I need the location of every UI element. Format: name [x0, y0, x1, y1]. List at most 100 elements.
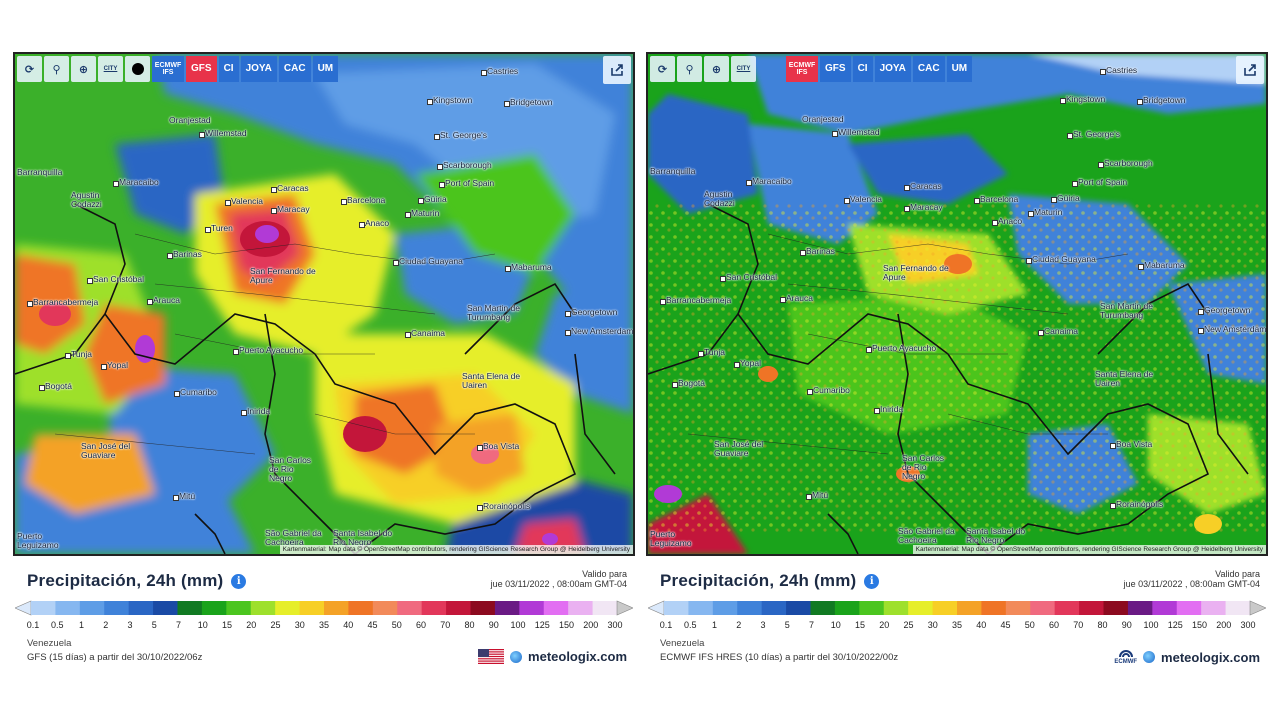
- city-label[interactable]: Mitú: [172, 491, 196, 501]
- city-label[interactable]: Mitú: [805, 490, 829, 500]
- precipitation-map-ecmwf[interactable]: ⟳ ⚲ ⊕ CITY ECMWF IFS GFS CI JOYA CAC UM …: [646, 52, 1268, 556]
- city-label[interactable]: Ciudad Guayana: [393, 256, 463, 266]
- model-ci[interactable]: CI: [218, 56, 239, 82]
- city-label[interactable]: San Cristóbal: [719, 272, 778, 282]
- city-label[interactable]: Cumaribo: [174, 387, 217, 397]
- model-ecmwf-ifs[interactable]: ECMWF IFS: [152, 56, 184, 82]
- refresh-icon[interactable]: ⟳: [17, 56, 42, 82]
- info-icon[interactable]: i: [231, 573, 247, 589]
- city-label[interactable]: Anaco: [358, 218, 390, 228]
- model-joya[interactable]: JOYA: [874, 56, 911, 82]
- map-attribution[interactable]: Kartenmaterial: Map data © OpenStreetMap…: [279, 545, 633, 554]
- city-label[interactable]: Ciudad Guayana: [1026, 254, 1096, 264]
- precipitation-map-gfs[interactable]: ⟳ ⚲ ⊕ CITY ECMWF IFS GFS CI JOYA CAC UM …: [13, 52, 635, 556]
- city-label[interactable]: Caracas: [271, 183, 309, 193]
- city-label[interactable]: New Amsterdam: [1197, 324, 1267, 334]
- share-icon[interactable]: [1236, 56, 1264, 84]
- city-label[interactable]: Port of Spain: [1071, 177, 1128, 187]
- city-toggle[interactable]: CITY: [98, 56, 123, 82]
- city-label[interactable]: Barranquilla: [17, 167, 63, 177]
- city-label[interactable]: Castries: [1099, 65, 1138, 75]
- city-label[interactable]: Agustin Codazzi: [704, 189, 735, 208]
- city-label[interactable]: Barcelona: [973, 194, 1019, 204]
- city-label[interactable]: Maturin: [404, 208, 440, 218]
- city-label[interactable]: Kingstown: [426, 95, 473, 105]
- city-label[interactable]: San Martin de Turumbang: [467, 303, 520, 322]
- city-label[interactable]: Oranjestad: [169, 115, 211, 125]
- city-label[interactable]: Rorainópolis: [1109, 499, 1164, 509]
- city-label[interactable]: Inirida: [240, 406, 271, 416]
- city-label[interactable]: Turen: [205, 223, 233, 233]
- city-label[interactable]: Scarborough: [1098, 158, 1153, 168]
- city-label[interactable]: Cumaribo: [807, 385, 850, 395]
- city-label[interactable]: Arauca: [147, 295, 180, 305]
- info-icon[interactable]: i: [864, 573, 880, 589]
- city-toggle[interactable]: CITY: [731, 56, 756, 82]
- city-label[interactable]: Georgetown: [564, 307, 618, 317]
- city-label[interactable]: San Carlos de Rio Negro: [269, 455, 312, 483]
- zoom-icon[interactable]: ⊕: [71, 56, 96, 82]
- city-label[interactable]: Willemstad: [832, 127, 880, 137]
- city-label[interactable]: Maracay: [904, 202, 943, 212]
- city-label[interactable]: Tunja: [65, 349, 92, 359]
- city-label[interactable]: Maturin: [1027, 207, 1063, 217]
- model-joya[interactable]: JOYA: [240, 56, 277, 82]
- city-label[interactable]: Georgetown: [1197, 305, 1251, 315]
- location-pin-icon[interactable]: ⚲: [44, 56, 69, 82]
- model-ecmwf-ifs[interactable]: ECMWF IFS: [786, 56, 818, 82]
- city-label[interactable]: Puerto Leguizamo: [650, 529, 692, 548]
- city-label[interactable]: Canaima: [1037, 326, 1079, 336]
- city-label[interactable]: Tunja: [698, 347, 725, 357]
- city-label[interactable]: Bogotá: [672, 378, 705, 388]
- city-label[interactable]: Willemstad: [199, 128, 247, 138]
- city-label[interactable]: Güiria: [418, 194, 447, 204]
- city-label[interactable]: Santa Isabel do Rio Negro: [966, 526, 1026, 545]
- city-label[interactable]: San Carlos de Rio Negro: [902, 453, 945, 481]
- city-label[interactable]: Puerto Ayacucho: [232, 345, 304, 355]
- city-label[interactable]: Santa Elena de Uairen: [1095, 369, 1154, 388]
- city-label[interactable]: Santa Elena de Uairen: [462, 371, 521, 390]
- city-label[interactable]: Barinas: [800, 246, 835, 256]
- city-label[interactable]: Puerto Ayacucho: [865, 343, 937, 353]
- city-label[interactable]: San José del Guaviare: [81, 441, 131, 460]
- city-label[interactable]: St. George's: [434, 130, 487, 140]
- city-label[interactable]: Valencia: [225, 196, 263, 206]
- city-label[interactable]: New Amsterdam: [564, 326, 634, 336]
- city-label[interactable]: Port of Spain: [438, 178, 495, 188]
- city-label[interactable]: Mabaruma: [1138, 260, 1185, 270]
- zoom-icon[interactable]: ⊕: [704, 56, 729, 82]
- model-cac[interactable]: CAC: [912, 56, 945, 82]
- city-label[interactable]: Kingstown: [1059, 94, 1106, 104]
- city-label[interactable]: Barranquilla: [650, 166, 696, 176]
- city-label[interactable]: Arauca: [780, 293, 813, 303]
- refresh-icon[interactable]: ⟳: [650, 56, 675, 82]
- city-label[interactable]: Yopal: [101, 360, 128, 370]
- city-label[interactable]: Bogotá: [39, 381, 72, 391]
- city-label[interactable]: San Cristóbal: [86, 274, 145, 284]
- city-label[interactable]: Barcelona: [340, 195, 386, 205]
- city-label[interactable]: Mabaruma: [505, 262, 552, 272]
- location-pin-icon[interactable]: ⚲: [677, 56, 702, 82]
- city-label[interactable]: Scarborough: [437, 160, 492, 170]
- map-attribution[interactable]: Kartenmaterial: Map data © OpenStreetMap…: [912, 545, 1266, 554]
- city-label[interactable]: Santa Isabel do Rio Negro: [333, 528, 393, 547]
- city-label[interactable]: Barrancabermeja: [26, 297, 99, 307]
- city-label[interactable]: Puerto Leguizamo: [17, 531, 59, 550]
- city-label[interactable]: Anaco: [991, 216, 1023, 226]
- city-label[interactable]: San Martin de Turumbang: [1100, 301, 1153, 320]
- model-gfs[interactable]: GFS: [820, 56, 851, 82]
- city-label[interactable]: Rorainópolis: [476, 501, 531, 511]
- city-label[interactable]: São Gabriel da Cachoeira: [265, 528, 322, 547]
- city-label[interactable]: Canaima: [404, 328, 446, 338]
- model-cac[interactable]: CAC: [278, 56, 311, 82]
- city-label[interactable]: Bridgetown: [504, 97, 553, 107]
- city-label[interactable]: St. George's: [1067, 129, 1120, 139]
- city-label[interactable]: Barinas: [167, 249, 202, 259]
- city-label[interactable]: Bridgetown: [1137, 95, 1186, 105]
- share-icon[interactable]: [603, 56, 631, 84]
- city-label[interactable]: Yopal: [734, 358, 761, 368]
- city-label[interactable]: São Gabriel da Cachoeira: [898, 526, 955, 545]
- city-label[interactable]: San Fernando de Apure: [883, 263, 949, 282]
- city-label[interactable]: San José del Guaviare: [714, 439, 764, 458]
- city-label[interactable]: Inirida: [873, 404, 904, 414]
